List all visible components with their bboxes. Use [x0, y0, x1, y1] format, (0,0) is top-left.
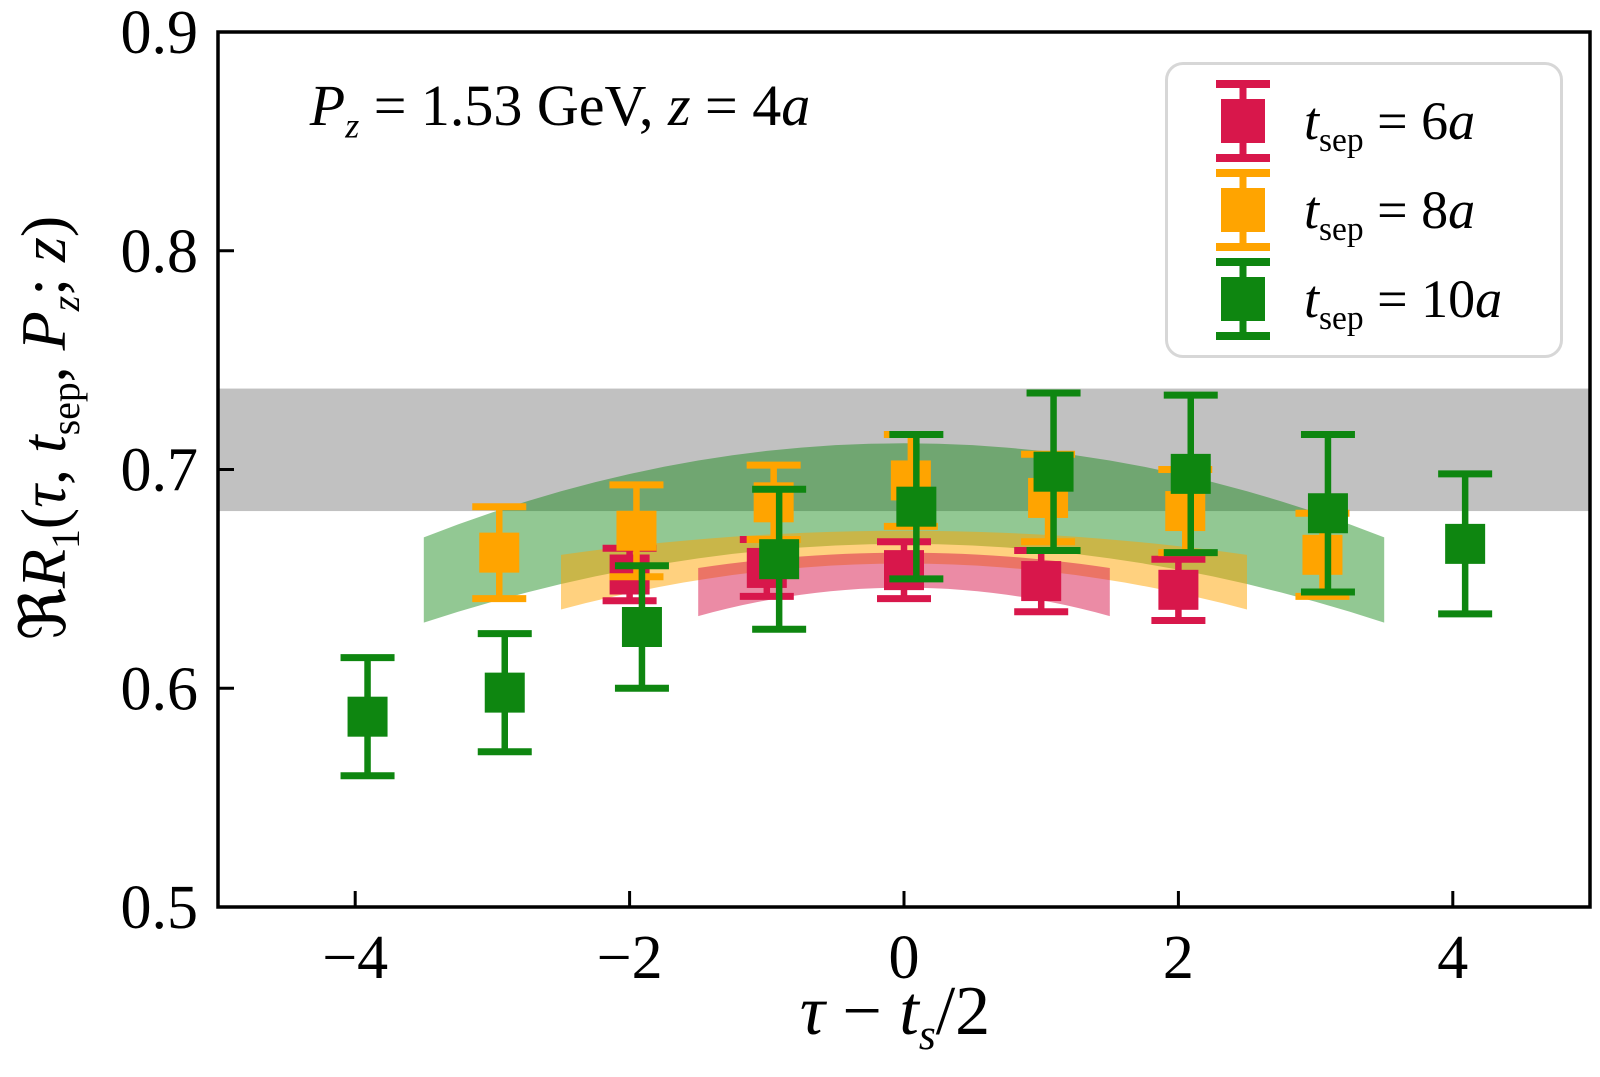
axes-frame	[216, 30, 1592, 909]
data-point	[1438, 470, 1493, 618]
square-marker	[1158, 569, 1199, 610]
square-marker	[1445, 523, 1486, 564]
xlabel-over-2: /2	[935, 973, 991, 1050]
x-tick-label: −2	[597, 924, 663, 992]
legend-errorbar-cap-top	[1216, 169, 1270, 177]
data-point	[340, 654, 395, 780]
ylabel-P: P	[8, 311, 79, 351]
legend-marker-tsep-8a	[1216, 169, 1270, 251]
y-axis-ticks: 0.5 0.6 0.7 0.8 0.9	[121, 0, 234, 942]
ylabel-comma-1: ,	[8, 452, 79, 485]
data-point	[614, 562, 669, 692]
y-tick-label: 0.7	[121, 437, 199, 505]
legend-marker-tsep-6a	[1216, 80, 1270, 162]
x-tick-label: 4	[1437, 924, 1468, 992]
legend-item-tsep-6a: tsep = 6a	[1216, 80, 1552, 162]
square-marker	[1302, 534, 1343, 575]
data-point	[1300, 431, 1355, 596]
legend-item-tsep-10a: tsep = 10a	[1216, 258, 1552, 340]
annotation-a: a	[781, 73, 811, 138]
data-point	[472, 503, 527, 603]
xlabel-minus: −	[824, 973, 900, 1050]
x-tick-label: 0	[889, 924, 920, 992]
legend-label: tsep = 10a	[1304, 269, 1503, 337]
square-marker	[1307, 493, 1348, 534]
y-tick-label: 0.9	[121, 0, 199, 67]
y-tick-label: 0.8	[121, 218, 199, 286]
annotation-z: z	[667, 73, 691, 138]
legend-errorbar-cap-top	[1216, 80, 1270, 88]
ylabel-t: t	[8, 435, 79, 453]
ylabel-tau: τ	[8, 484, 79, 508]
legend-item-tsep-8a: tsep = 8a	[1216, 169, 1552, 251]
annotation-P: P	[309, 73, 346, 138]
legend-square-marker	[1221, 188, 1265, 232]
y-tick-label: 0.5	[121, 874, 199, 942]
data-point	[477, 630, 532, 756]
data-point	[1014, 546, 1069, 616]
xlabel-tau: τ	[799, 973, 825, 1050]
xlabel-s-subscript: s	[918, 1011, 936, 1059]
annotation-z-value: = 4	[690, 73, 782, 138]
square-marker	[896, 486, 937, 527]
legend-errorbar-cap-top	[1216, 258, 1270, 266]
legend-errorbar-cap-bottom	[1216, 154, 1270, 162]
square-marker	[1033, 451, 1074, 492]
ylabel-R: R	[8, 549, 79, 589]
square-marker	[484, 672, 525, 713]
ylabel-sep-subscript: sep	[43, 382, 88, 436]
square-marker	[1021, 561, 1062, 602]
ylabel-comma-2: ,	[8, 350, 79, 383]
series-t-sep-10a	[340, 389, 1493, 780]
legend: tsep = 6a tsep = 8a tsep = 10a	[1165, 62, 1563, 358]
ylabel-z: z	[8, 237, 79, 262]
data-point	[1163, 391, 1218, 557]
data-point	[1151, 555, 1206, 624]
legend-label: tsep = 6a	[1304, 91, 1476, 159]
legend-marker-tsep-10a	[1216, 258, 1270, 340]
legend-square-marker	[1221, 99, 1265, 143]
legend-errorbar-cap-bottom	[1216, 332, 1270, 340]
y-tick-label: 0.6	[121, 655, 199, 723]
square-marker	[616, 510, 657, 551]
ylabel-close-paren: )	[8, 215, 79, 238]
ylabel-P-subscript: z	[43, 295, 88, 312]
x-tick-label: −4	[322, 924, 388, 992]
square-marker	[759, 539, 800, 580]
annotation-P-subscript: z	[345, 105, 360, 146]
legend-square-marker	[1221, 277, 1265, 321]
square-marker	[621, 607, 662, 647]
ylabel-re-symbol: ℜ	[8, 588, 79, 641]
xlabel-t: t	[899, 973, 919, 1050]
data-point	[752, 485, 807, 633]
y-axis-label: ℜR1(τ, tsep, Pz; z)	[7, 215, 88, 641]
x-axis-label: τ − ts/2	[799, 972, 991, 1057]
ylabel-semicolon: ;	[8, 261, 79, 296]
ylabel-open-paren: (	[8, 507, 79, 530]
legend-errorbar-cap-bottom	[1216, 243, 1270, 251]
square-marker	[479, 532, 520, 573]
data-point	[609, 481, 664, 581]
annotation-momentum-value: = 1.53 GeV,	[359, 73, 668, 138]
x-axis-ticks: −4 −2 0 2 4	[322, 891, 1468, 992]
x-tick-label: 2	[1163, 924, 1194, 992]
square-marker	[1170, 453, 1211, 494]
data-point	[1026, 389, 1081, 554]
data-point	[877, 538, 931, 603]
data-point	[889, 431, 944, 583]
ylabel-R-subscript: 1	[43, 529, 88, 550]
square-marker	[347, 696, 388, 737]
square-marker	[1165, 491, 1206, 532]
legend-label: tsep = 8a	[1304, 180, 1476, 248]
plot-annotation: Pz = 1.53 GeV, z = 4a	[309, 72, 811, 144]
